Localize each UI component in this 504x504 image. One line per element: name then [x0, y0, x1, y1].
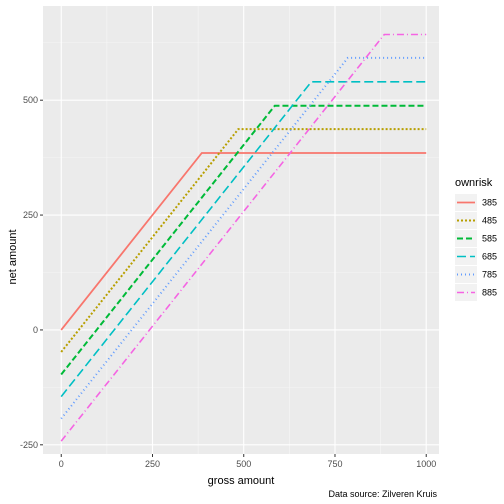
legend-label-385: 385: [482, 198, 497, 208]
x-tick-label: 750: [327, 459, 342, 469]
legend-label-485: 485: [482, 216, 497, 226]
y-tick-label: 500: [23, 95, 38, 105]
series-line-385: [60, 152, 427, 331]
y-axis-title: net amount: [7, 229, 19, 284]
plot-panel: [43, 6, 439, 454]
series-line-785: [60, 56, 427, 420]
y-axis: -250 0 250 500: [20, 95, 43, 450]
x-tick-label: 500: [236, 459, 251, 469]
legend-label-785: 785: [482, 270, 497, 280]
y-tick-label: 0: [33, 325, 38, 335]
legend-label-685: 685: [482, 252, 497, 262]
x-tick-label: 0: [59, 459, 64, 469]
major-gridlines: [43, 6, 439, 454]
y-tick-label: 250: [23, 210, 38, 220]
x-tick-label: 250: [145, 459, 160, 469]
legend: ownrisk 385 485 585 685 785 885: [455, 177, 497, 301]
legend-key-885: [455, 284, 477, 301]
series-line-585: [60, 104, 427, 376]
caption: Data source: Zilveren Kruis: [328, 489, 437, 499]
series-line-485: [60, 128, 427, 353]
x-axis: 0 250 500 750 1000: [59, 454, 436, 469]
legend-title: ownrisk: [455, 177, 493, 189]
legend-label-585: 585: [482, 234, 497, 244]
series-line-885: [60, 33, 427, 442]
series-lines: [60, 33, 427, 442]
legend-label-885: 885: [482, 288, 497, 298]
series-line-685: [60, 81, 427, 398]
minor-gridlines: [43, 6, 439, 454]
y-tick-label: -250: [20, 440, 38, 450]
x-axis-title: gross amount: [208, 475, 275, 487]
x-tick-label: 1000: [416, 459, 436, 469]
